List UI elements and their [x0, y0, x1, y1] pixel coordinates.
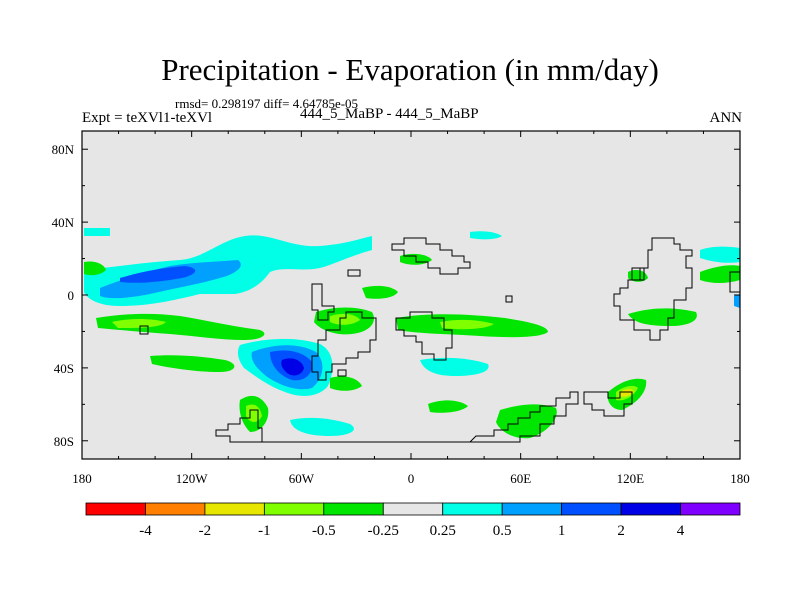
- field-cyan-northpac: [470, 231, 502, 240]
- colorbar-label: 0.5: [493, 523, 512, 539]
- field-cyan-south: [290, 417, 354, 436]
- coastline-island-6: [729, 271, 740, 293]
- x-tick-label: 120W: [176, 471, 209, 486]
- coastline-australia: [583, 391, 633, 417]
- coastline-africa: [395, 311, 453, 361]
- colorbar-label: 0.25: [430, 523, 456, 539]
- colorbar-label: 4: [677, 523, 685, 539]
- coastline-antarctica: [215, 391, 579, 443]
- colorbar-swatch: [501, 502, 563, 516]
- field-lightgreen-africa: [440, 319, 494, 330]
- y-tick-label: 80N: [52, 142, 75, 157]
- colorbar-swatch: [561, 502, 622, 516]
- coastline-asia: [613, 237, 693, 341]
- field-cyan-west: [84, 228, 110, 236]
- experiment-label: Expt = teXVl1-teXVl: [82, 110, 213, 126]
- field-lightgreen-sa: [330, 313, 360, 325]
- colorbar-label: -1: [258, 523, 271, 539]
- field-green-east-south: [496, 404, 557, 439]
- colorbar-swatch: [263, 502, 325, 516]
- coastline-island-2: [347, 269, 361, 277]
- x-tick-label: 120E: [617, 471, 645, 486]
- coastline-island-5: [631, 267, 645, 281]
- coastline-island-3: [337, 369, 347, 377]
- colorbar-label: -2: [199, 523, 212, 539]
- colorbar-swatch: [145, 502, 206, 516]
- colorbar-swatch: [85, 502, 146, 516]
- y-axis: 80N 40N 0 40S 80S: [52, 142, 740, 449]
- colorbar: -4 -2 -1 -0.5 -0.25 0.25 0.5 1 2 4: [85, 502, 741, 539]
- coastline-north-america: [391, 237, 471, 275]
- field-blue-east: [734, 294, 740, 308]
- field-navy-atlantic: [281, 358, 304, 376]
- x-tick-label: 180: [730, 471, 750, 486]
- coastline-central-america: [311, 283, 335, 321]
- field-lightgreen-sp: [112, 319, 166, 328]
- colorbar-swatch: [620, 502, 681, 516]
- colorbar-label: -0.5: [312, 523, 336, 539]
- colorbar-label: -0.25: [368, 523, 399, 539]
- field-darkblue-pacific: [120, 266, 196, 283]
- colorbar-swatch: [204, 502, 265, 516]
- y-tick-label: 40S: [54, 361, 74, 376]
- field-green-south-atl: [330, 376, 362, 391]
- colorbar-swatch: [442, 502, 503, 516]
- field-green-sp-lower: [150, 355, 235, 372]
- x-tick-label: 0: [408, 471, 415, 486]
- x-tick-label: 180: [72, 471, 92, 486]
- colorbar-swatch: [382, 502, 444, 516]
- case-label: 444_5_MaBP - 444_5_MaBP: [300, 106, 479, 122]
- x-axis: 180 120W 60W 0 60E 120E 180: [72, 131, 750, 486]
- field-cyan-east: [700, 246, 740, 263]
- colorbar-label: 1: [558, 523, 566, 539]
- y-tick-label: 0: [68, 288, 75, 303]
- colorbar-swatch: [323, 502, 384, 516]
- stats-text: rmsd= 0.298197 diff= 4.64785e-05: [175, 96, 359, 111]
- coastline-island-1: [139, 325, 149, 335]
- contour-fields: [84, 228, 740, 439]
- plot-title: Precipitation - Evaporation (in mm/day): [161, 52, 659, 87]
- coastline-south-america: [311, 311, 377, 381]
- season-label: ANN: [709, 110, 743, 126]
- x-tick-label: 60E: [510, 471, 531, 486]
- field-green-indian-south: [428, 400, 468, 413]
- field-green-asia: [628, 270, 648, 282]
- colorbar-label: -4: [139, 523, 152, 539]
- field-green-nafrica: [362, 285, 398, 299]
- colorbar-swatch: [680, 502, 741, 516]
- y-tick-label: 80S: [54, 434, 74, 449]
- coastlines: [139, 237, 740, 443]
- field-green-pacific-east: [628, 308, 697, 326]
- y-tick-label: 40N: [52, 215, 75, 230]
- field-yellow-aus: [620, 389, 634, 397]
- field-cyan-indian: [420, 357, 489, 376]
- colorbar-label: 2: [617, 523, 625, 539]
- coastline-island-4: [505, 295, 513, 303]
- field-green-pacific-north: [84, 261, 106, 276]
- x-tick-label: 60W: [289, 471, 315, 486]
